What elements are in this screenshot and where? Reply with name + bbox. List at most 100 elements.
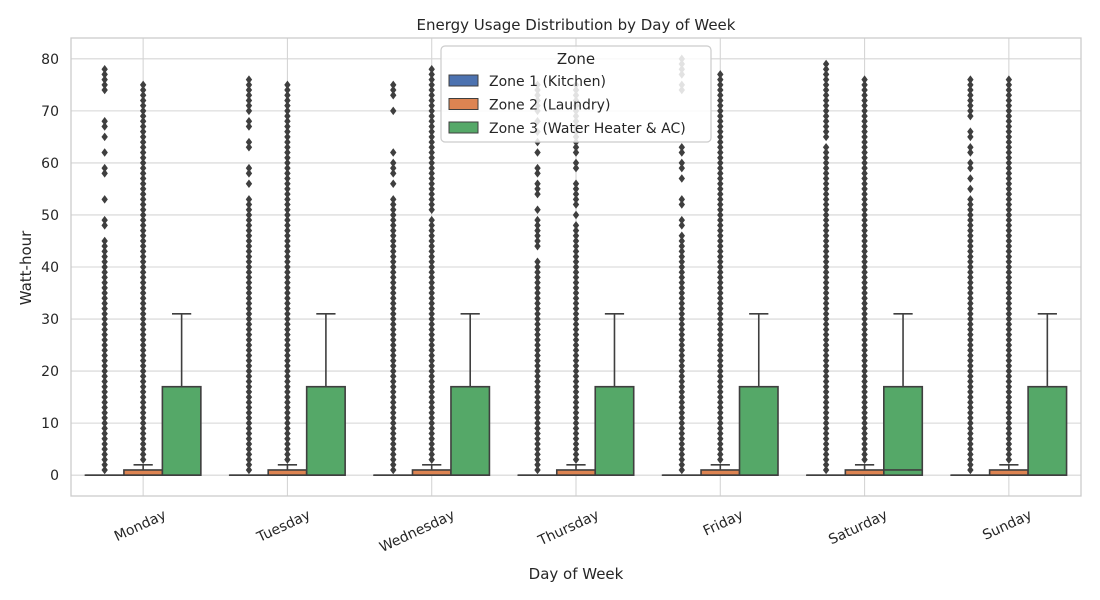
outlier-point <box>1005 335 1013 345</box>
outlier-point <box>717 398 724 407</box>
outlier-point <box>245 340 253 350</box>
outlier-point <box>428 434 435 444</box>
outlier-point <box>284 117 291 126</box>
outlier-point <box>101 195 108 204</box>
outlier-point <box>861 90 868 100</box>
outlier-point <box>390 398 397 407</box>
outlier-point <box>101 392 108 402</box>
outlier-point <box>572 325 580 334</box>
outlier-point <box>534 163 541 173</box>
outlier-point <box>284 158 291 168</box>
outlier-point <box>534 299 541 308</box>
outlier-point <box>284 361 291 371</box>
outlier-point <box>678 325 686 334</box>
outlier-point <box>428 189 435 199</box>
outlier-point <box>861 80 868 90</box>
outlier-point <box>572 179 580 188</box>
outlier-point <box>390 226 397 235</box>
outlier-point <box>284 262 291 272</box>
outlier-point <box>245 424 253 433</box>
outlier-point <box>390 148 397 157</box>
outlier-point <box>678 195 686 204</box>
outlier-point <box>967 236 974 246</box>
outlier-point <box>245 418 253 428</box>
outlier-point <box>101 382 108 391</box>
outlier-point <box>101 408 108 417</box>
outlier-point <box>678 236 686 246</box>
outlier-point <box>284 148 291 157</box>
outlier-point <box>822 221 830 230</box>
outlier-point <box>101 64 108 74</box>
outlier-point <box>284 325 291 334</box>
outlier-point <box>428 361 435 371</box>
outlier-point <box>428 418 435 428</box>
outlier-point <box>1005 377 1013 386</box>
outlier-point <box>967 210 974 220</box>
outlier-point <box>822 210 830 220</box>
outlier-point <box>822 377 830 386</box>
outlier-point <box>534 278 541 287</box>
outlier-point <box>101 236 108 246</box>
outlier-point <box>717 236 724 246</box>
legend-label: Zone 3 (Water Heater & AC) <box>489 121 686 137</box>
outlier-point <box>717 153 724 162</box>
outlier-point <box>534 257 541 267</box>
outlier-point <box>428 304 435 313</box>
outlier-point <box>428 309 435 319</box>
outlier-point <box>822 236 830 246</box>
outlier-point <box>678 174 686 183</box>
outlier-point <box>861 351 868 360</box>
outlier-point <box>245 398 253 407</box>
outlier-point <box>534 429 541 438</box>
outlier-point <box>717 351 724 360</box>
outlier-point <box>390 382 397 391</box>
outlier-point <box>428 408 435 417</box>
outlier-point <box>245 335 253 345</box>
outlier-point <box>428 137 435 147</box>
outlier-point <box>1005 372 1013 381</box>
outlier-point <box>284 455 291 464</box>
outlier-point <box>245 257 253 267</box>
outlier-point <box>101 319 108 329</box>
outlier-point <box>245 299 253 308</box>
outlier-point <box>139 262 147 272</box>
outlier-point <box>572 226 580 235</box>
outlier-point <box>678 372 686 381</box>
outlier-point <box>428 319 435 329</box>
outlier-point <box>572 444 580 454</box>
outlier-point <box>284 122 291 131</box>
outlier-point <box>822 361 830 371</box>
outlier-point <box>245 210 253 220</box>
outlier-point <box>678 439 686 449</box>
outlier-point <box>245 304 253 313</box>
outlier-point <box>967 413 974 423</box>
outlier-point <box>284 346 291 355</box>
outlier-point <box>390 377 397 386</box>
outlier-point <box>1005 346 1013 355</box>
outlier-point <box>245 346 253 355</box>
outlier-point <box>822 372 830 381</box>
outlier-point <box>822 143 830 152</box>
outlier-point <box>822 101 830 110</box>
outlier-point <box>967 101 974 110</box>
outlier-point <box>139 361 147 371</box>
outlier-point <box>428 387 435 397</box>
outlier-point <box>572 408 580 417</box>
outlier-point <box>284 288 291 298</box>
outlier-point <box>101 340 108 350</box>
outlier-point <box>717 377 724 386</box>
outlier-point <box>428 231 435 241</box>
outlier-point <box>967 241 974 251</box>
outlier-point <box>861 189 868 199</box>
outlier-point <box>1005 392 1013 402</box>
outlier-point <box>1005 231 1013 241</box>
outlier-point <box>861 101 868 110</box>
outlier-point <box>678 319 686 329</box>
outlier-point <box>284 356 291 365</box>
outlier-point <box>861 75 868 84</box>
outlier-point <box>245 309 253 319</box>
outlier-point <box>717 304 724 313</box>
outlier-point <box>967 356 974 365</box>
outlier-point <box>284 127 291 136</box>
outlier-point <box>101 413 108 423</box>
